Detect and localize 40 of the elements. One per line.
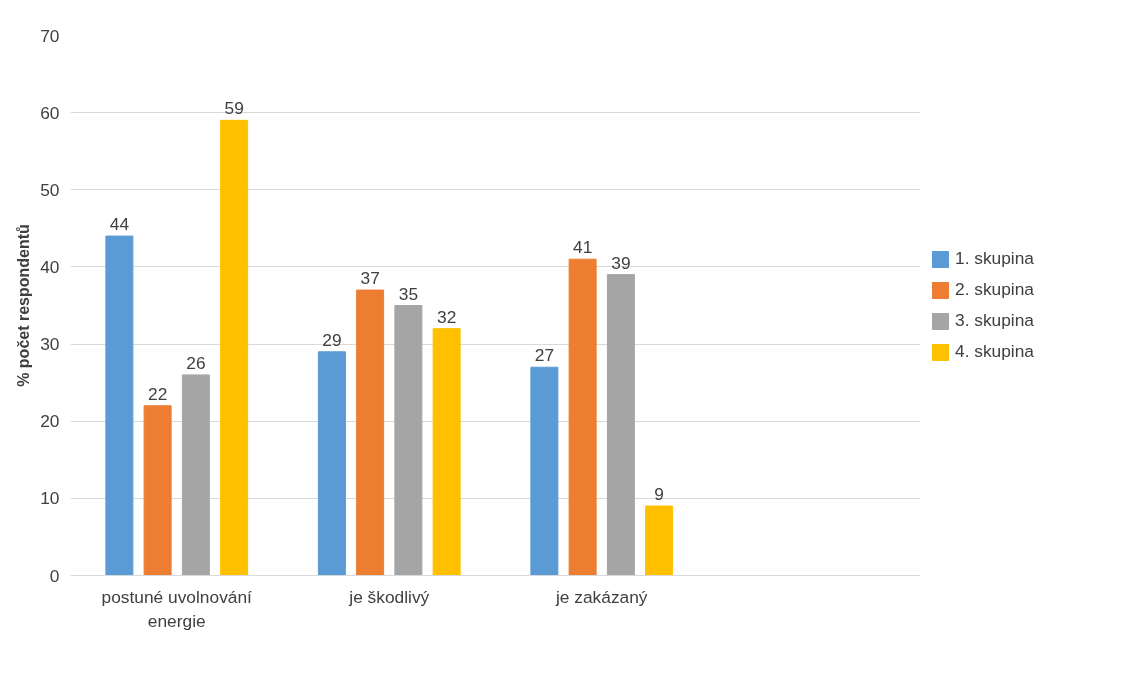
legend-label: 4. skupina xyxy=(955,341,1034,362)
data-label: 59 xyxy=(224,98,244,119)
x-tick-label: je zakázaný xyxy=(555,586,648,607)
x-tick-label: postuné uvolnování energie xyxy=(101,586,253,631)
bar xyxy=(105,235,134,576)
bar xyxy=(530,366,559,576)
y-tick-label: 0 xyxy=(49,565,60,586)
y-tick-label: 20 xyxy=(40,411,60,432)
y-tick-label: 40 xyxy=(40,256,60,277)
bar xyxy=(432,328,461,576)
data-label: 32 xyxy=(436,306,457,327)
y-tick-label: 10 xyxy=(40,488,60,509)
data-label: 37 xyxy=(360,268,380,289)
data-label: 27 xyxy=(534,345,555,366)
bar xyxy=(645,505,674,576)
legend-label: 3. skupina xyxy=(955,310,1034,331)
data-label: 44 xyxy=(109,214,130,235)
legend-label: 1. skupina xyxy=(955,248,1034,269)
data-label: 9 xyxy=(654,484,664,505)
bar xyxy=(220,119,249,576)
bar xyxy=(394,305,423,576)
bar xyxy=(606,274,635,576)
data-label: 35 xyxy=(398,283,419,304)
bar xyxy=(568,258,597,576)
y-tick-label: 70 xyxy=(40,25,60,46)
bar xyxy=(356,289,385,576)
data-label: 41 xyxy=(572,237,593,258)
data-label: 39 xyxy=(611,252,631,273)
y-axis-title: % počet respondentů xyxy=(15,224,33,387)
y-tick-label: 60 xyxy=(40,102,60,123)
y-tick-label: 50 xyxy=(40,179,60,200)
bar xyxy=(317,351,346,576)
bar xyxy=(181,374,210,576)
legend-label: 2. skupina xyxy=(955,279,1034,300)
data-label: 22 xyxy=(147,383,168,404)
x-tick-label: je škodlivý xyxy=(348,586,430,607)
data-label: 26 xyxy=(186,352,206,373)
y-tick-label: 30 xyxy=(40,334,60,355)
bar xyxy=(143,405,172,576)
data-label: 29 xyxy=(322,329,342,350)
